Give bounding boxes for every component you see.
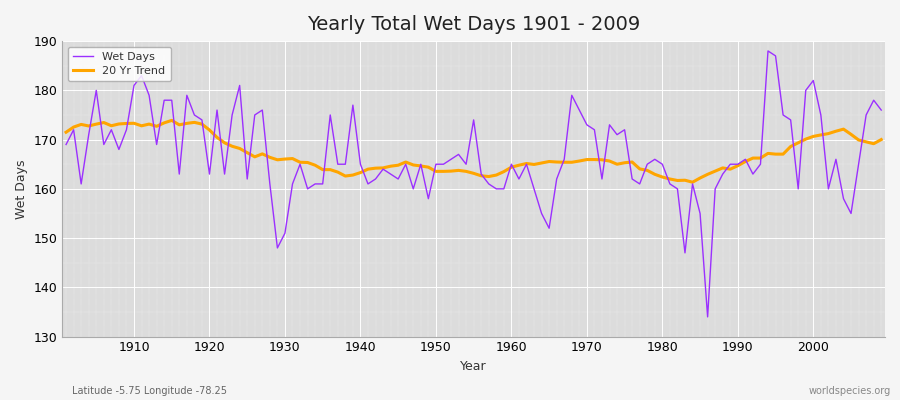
Wet Days [499, 186, 509, 191]
Wet Days [876, 108, 886, 112]
Wet Days [60, 142, 71, 147]
20 Yr Trend [294, 160, 305, 165]
Wet Days [121, 127, 131, 132]
Title: Yearly Total Wet Days 1901 - 2009: Yearly Total Wet Days 1901 - 2009 [307, 15, 640, 34]
Wet Days [287, 182, 298, 186]
Wet Days [332, 162, 343, 167]
Wet Days [597, 176, 608, 181]
X-axis label: Year: Year [460, 360, 487, 373]
Line: 20 Yr Trend: 20 Yr Trend [66, 120, 881, 182]
20 Yr Trend [340, 174, 351, 178]
20 Yr Trend [166, 118, 177, 123]
Text: worldspecies.org: worldspecies.org [809, 386, 891, 396]
20 Yr Trend [514, 163, 525, 168]
20 Yr Trend [604, 159, 615, 164]
20 Yr Trend [60, 130, 71, 135]
20 Yr Trend [121, 121, 131, 126]
Line: Wet Days: Wet Days [66, 51, 881, 317]
Wet Days [702, 314, 713, 319]
20 Yr Trend [506, 165, 517, 170]
Y-axis label: Wet Days: Wet Days [15, 159, 28, 218]
20 Yr Trend [687, 180, 698, 184]
Legend: Wet Days, 20 Yr Trend: Wet Days, 20 Yr Trend [68, 47, 171, 81]
Wet Days [506, 162, 517, 167]
Wet Days [762, 48, 773, 53]
20 Yr Trend [876, 137, 886, 142]
Text: Latitude -5.75 Longitude -78.25: Latitude -5.75 Longitude -78.25 [72, 386, 227, 396]
